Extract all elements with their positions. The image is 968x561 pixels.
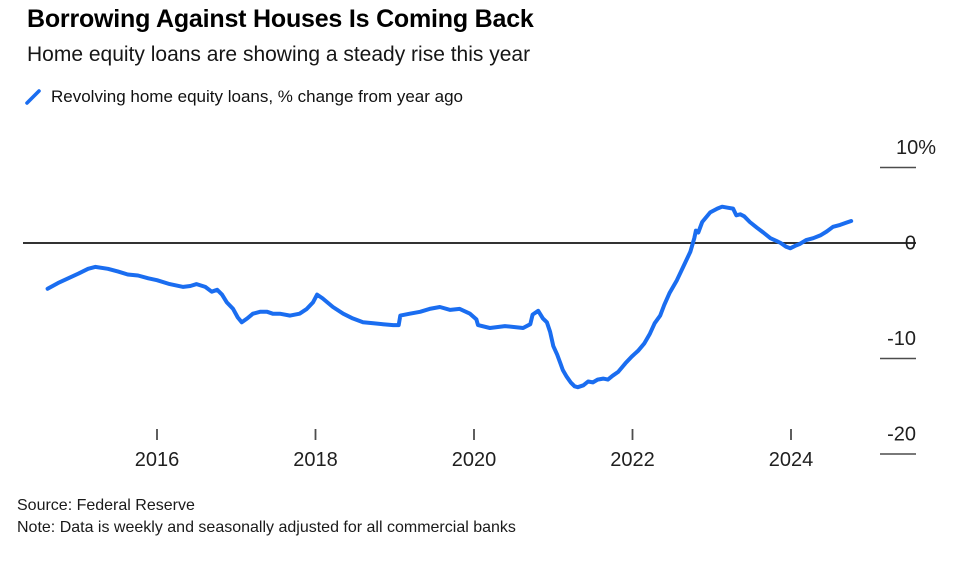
y-axis-label: -20	[887, 424, 916, 446]
x-axis-label: 2022	[610, 449, 655, 471]
y-axis-label: -10	[887, 328, 916, 350]
data-note: Note: Data is weekly and seasonally adju…	[17, 519, 516, 536]
legend: Revolving home equity loans, % change fr…	[24, 87, 463, 107]
series-line	[45, 204, 854, 390]
x-axis-label: 2018	[293, 449, 338, 471]
y-axis-label: 0	[905, 233, 916, 255]
legend-series-label: Revolving home equity loans, % change fr…	[51, 87, 464, 106]
x-axis-label: 2024	[769, 449, 814, 471]
source-note: Source: Federal Reserve	[17, 497, 195, 514]
footer: Source: Federal Reserve Note: Data is we…	[17, 495, 516, 539]
chart-subtitle: Home equity loans are showing a steady r…	[27, 43, 531, 66]
x-axis-label: 2016	[135, 449, 180, 471]
y-axis-label: 10%	[896, 137, 936, 159]
chart-title: Borrowing Against Houses Is Coming Back	[27, 5, 534, 33]
x-axis-label: 2020	[452, 449, 497, 471]
legend-line-marker-icon	[25, 89, 41, 105]
